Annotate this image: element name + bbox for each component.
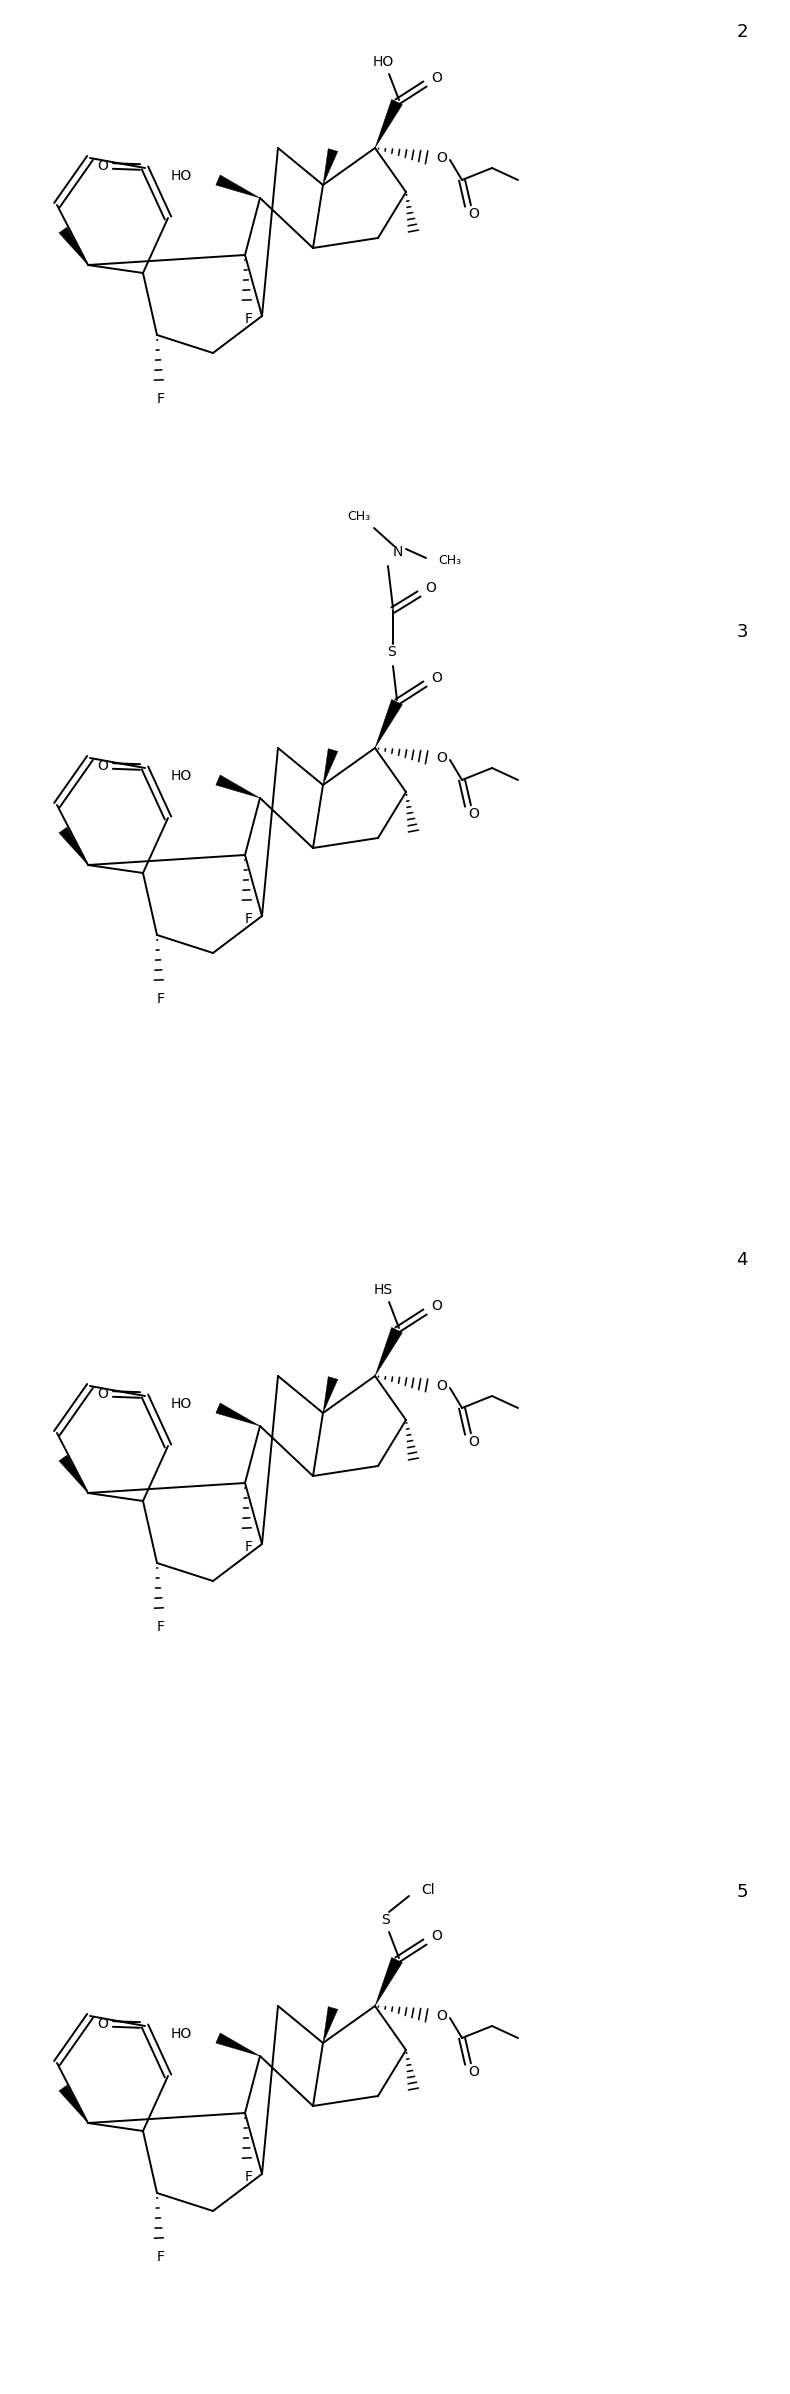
Polygon shape xyxy=(59,227,88,266)
Text: O: O xyxy=(468,2066,480,2078)
Text: 5: 5 xyxy=(736,1884,748,1901)
Text: O: O xyxy=(431,72,442,86)
Text: 2: 2 xyxy=(736,24,748,41)
Text: F: F xyxy=(245,311,253,326)
Text: O: O xyxy=(468,807,480,821)
Text: O: O xyxy=(97,1386,108,1400)
Text: F: F xyxy=(245,2169,253,2183)
Text: HS: HS xyxy=(374,1283,393,1298)
Text: F: F xyxy=(245,1539,253,1554)
Text: HO: HO xyxy=(372,55,393,69)
Polygon shape xyxy=(59,1456,88,1494)
Text: F: F xyxy=(157,2250,165,2265)
Polygon shape xyxy=(216,2033,260,2056)
Polygon shape xyxy=(323,1377,338,1412)
Polygon shape xyxy=(59,2085,88,2123)
Polygon shape xyxy=(216,175,260,199)
Text: HO: HO xyxy=(171,768,192,783)
Polygon shape xyxy=(59,826,88,864)
Text: O: O xyxy=(431,1300,442,1312)
Polygon shape xyxy=(216,776,260,797)
Text: O: O xyxy=(431,670,442,685)
Polygon shape xyxy=(375,101,402,148)
Polygon shape xyxy=(375,1326,402,1377)
Text: CH₃: CH₃ xyxy=(438,553,461,567)
Text: O: O xyxy=(426,582,436,596)
Text: O: O xyxy=(437,1379,447,1393)
Text: O: O xyxy=(468,1434,480,1448)
Text: F: F xyxy=(157,991,165,1005)
Text: O: O xyxy=(437,151,447,165)
Text: O: O xyxy=(437,752,447,766)
Text: O: O xyxy=(97,158,108,172)
Polygon shape xyxy=(375,1958,402,2006)
Text: Cl: Cl xyxy=(421,1884,435,1896)
Text: O: O xyxy=(468,206,480,220)
Text: 3: 3 xyxy=(736,622,748,642)
Text: F: F xyxy=(157,1621,165,1635)
Text: S: S xyxy=(381,1913,389,1927)
Text: HO: HO xyxy=(171,170,192,182)
Text: CH₃: CH₃ xyxy=(347,510,370,522)
Text: O: O xyxy=(431,1930,442,1944)
Text: O: O xyxy=(437,2009,447,2023)
Text: HO: HO xyxy=(171,2028,192,2042)
Text: HO: HO xyxy=(171,1398,192,1410)
Text: N: N xyxy=(393,546,403,560)
Text: 4: 4 xyxy=(736,1252,748,1269)
Text: O: O xyxy=(97,2018,108,2030)
Text: O: O xyxy=(97,759,108,773)
Text: S: S xyxy=(386,644,395,658)
Text: F: F xyxy=(157,393,165,407)
Polygon shape xyxy=(323,2006,338,2042)
Text: F: F xyxy=(245,912,253,926)
Polygon shape xyxy=(323,148,338,184)
Polygon shape xyxy=(375,699,402,747)
Polygon shape xyxy=(323,749,338,785)
Polygon shape xyxy=(216,1403,260,1427)
